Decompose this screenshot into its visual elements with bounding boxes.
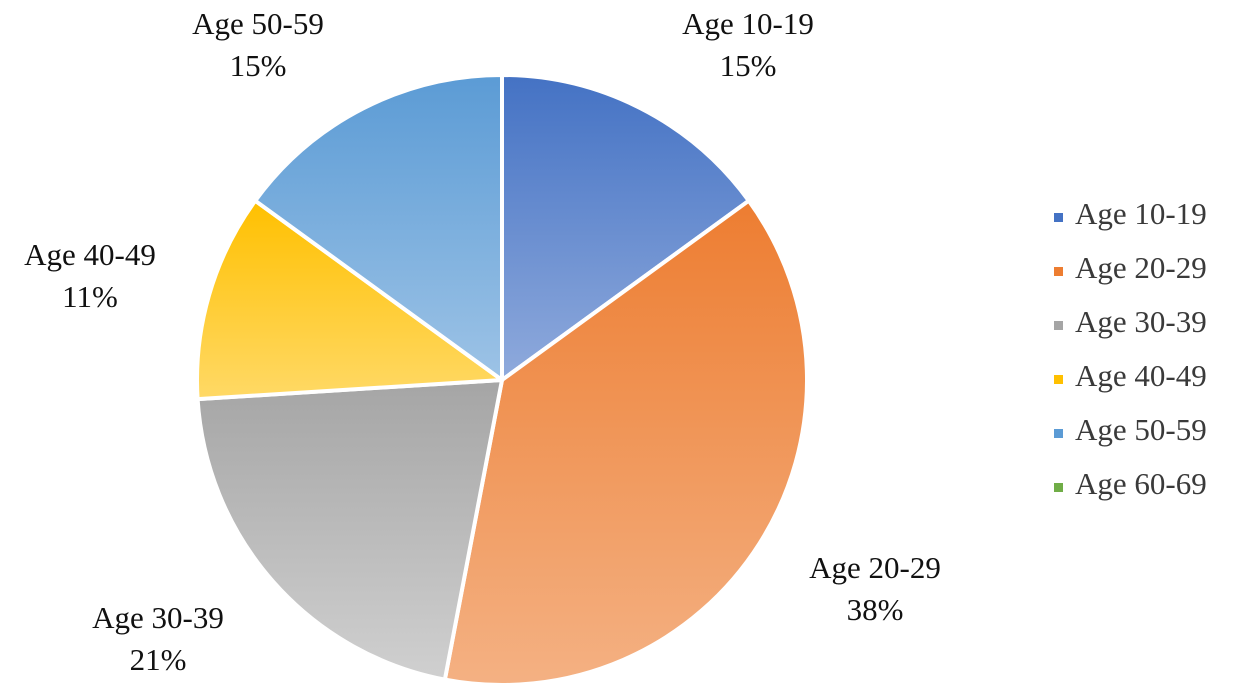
slice-label-age-10-19: Age 10-19 — [682, 6, 814, 41]
slices-layer — [195, 73, 809, 688]
legend-label-age-30-39: Age 30-39 — [1075, 304, 1207, 339]
pie-slice-age-10-19 — [500, 73, 751, 382]
slice-label-age-40-49: Age 40-49 — [24, 237, 156, 272]
slice-label-age-50-59: Age 50-59 — [192, 6, 324, 41]
pie-slice-age-20-29 — [442, 198, 809, 688]
slice-label-age-20-29: Age 20-29 — [809, 550, 941, 585]
legend-swatch-age-40-49 — [1054, 375, 1063, 384]
pie-slice-age-40-49 — [195, 198, 504, 402]
pie-slice-age-30-39 — [195, 378, 504, 682]
slice-labels-layer: Age 10-19 15% Age 20-29 38% Age 30-39 21% Age … — [24, 6, 941, 677]
slice-value-age-30-39: 21% — [130, 642, 187, 677]
pie-slice-age-50-59 — [253, 73, 504, 382]
legend-label-age-50-59: Age 50-59 — [1075, 412, 1207, 447]
slice-value-age-40-49: 11% — [62, 279, 118, 314]
legend-label-age-40-49: Age 40-49 — [1075, 358, 1207, 393]
legend-label-age-60-69: Age 60-69 — [1075, 466, 1207, 501]
legend: Age 10-19 Age 20-29 Age 30-39 Age 40-49 Age … — [1054, 196, 1207, 501]
slice-value-age-50-59: 15% — [230, 48, 287, 83]
legend-swatch-age-50-59 — [1054, 429, 1063, 438]
legend-swatch-age-20-29 — [1054, 267, 1063, 276]
legend-label-age-20-29: Age 20-29 — [1075, 250, 1207, 285]
legend-label-age-10-19: Age 10-19 — [1075, 196, 1207, 231]
legend-swatch-age-60-69 — [1054, 483, 1063, 492]
legend-swatch-age-10-19 — [1054, 213, 1063, 222]
slice-value-age-10-19: 15% — [720, 48, 777, 83]
slice-value-age-20-29: 38% — [847, 592, 904, 627]
legend-swatch-age-30-39 — [1054, 321, 1063, 330]
slice-label-age-30-39: Age 30-39 — [92, 600, 224, 635]
